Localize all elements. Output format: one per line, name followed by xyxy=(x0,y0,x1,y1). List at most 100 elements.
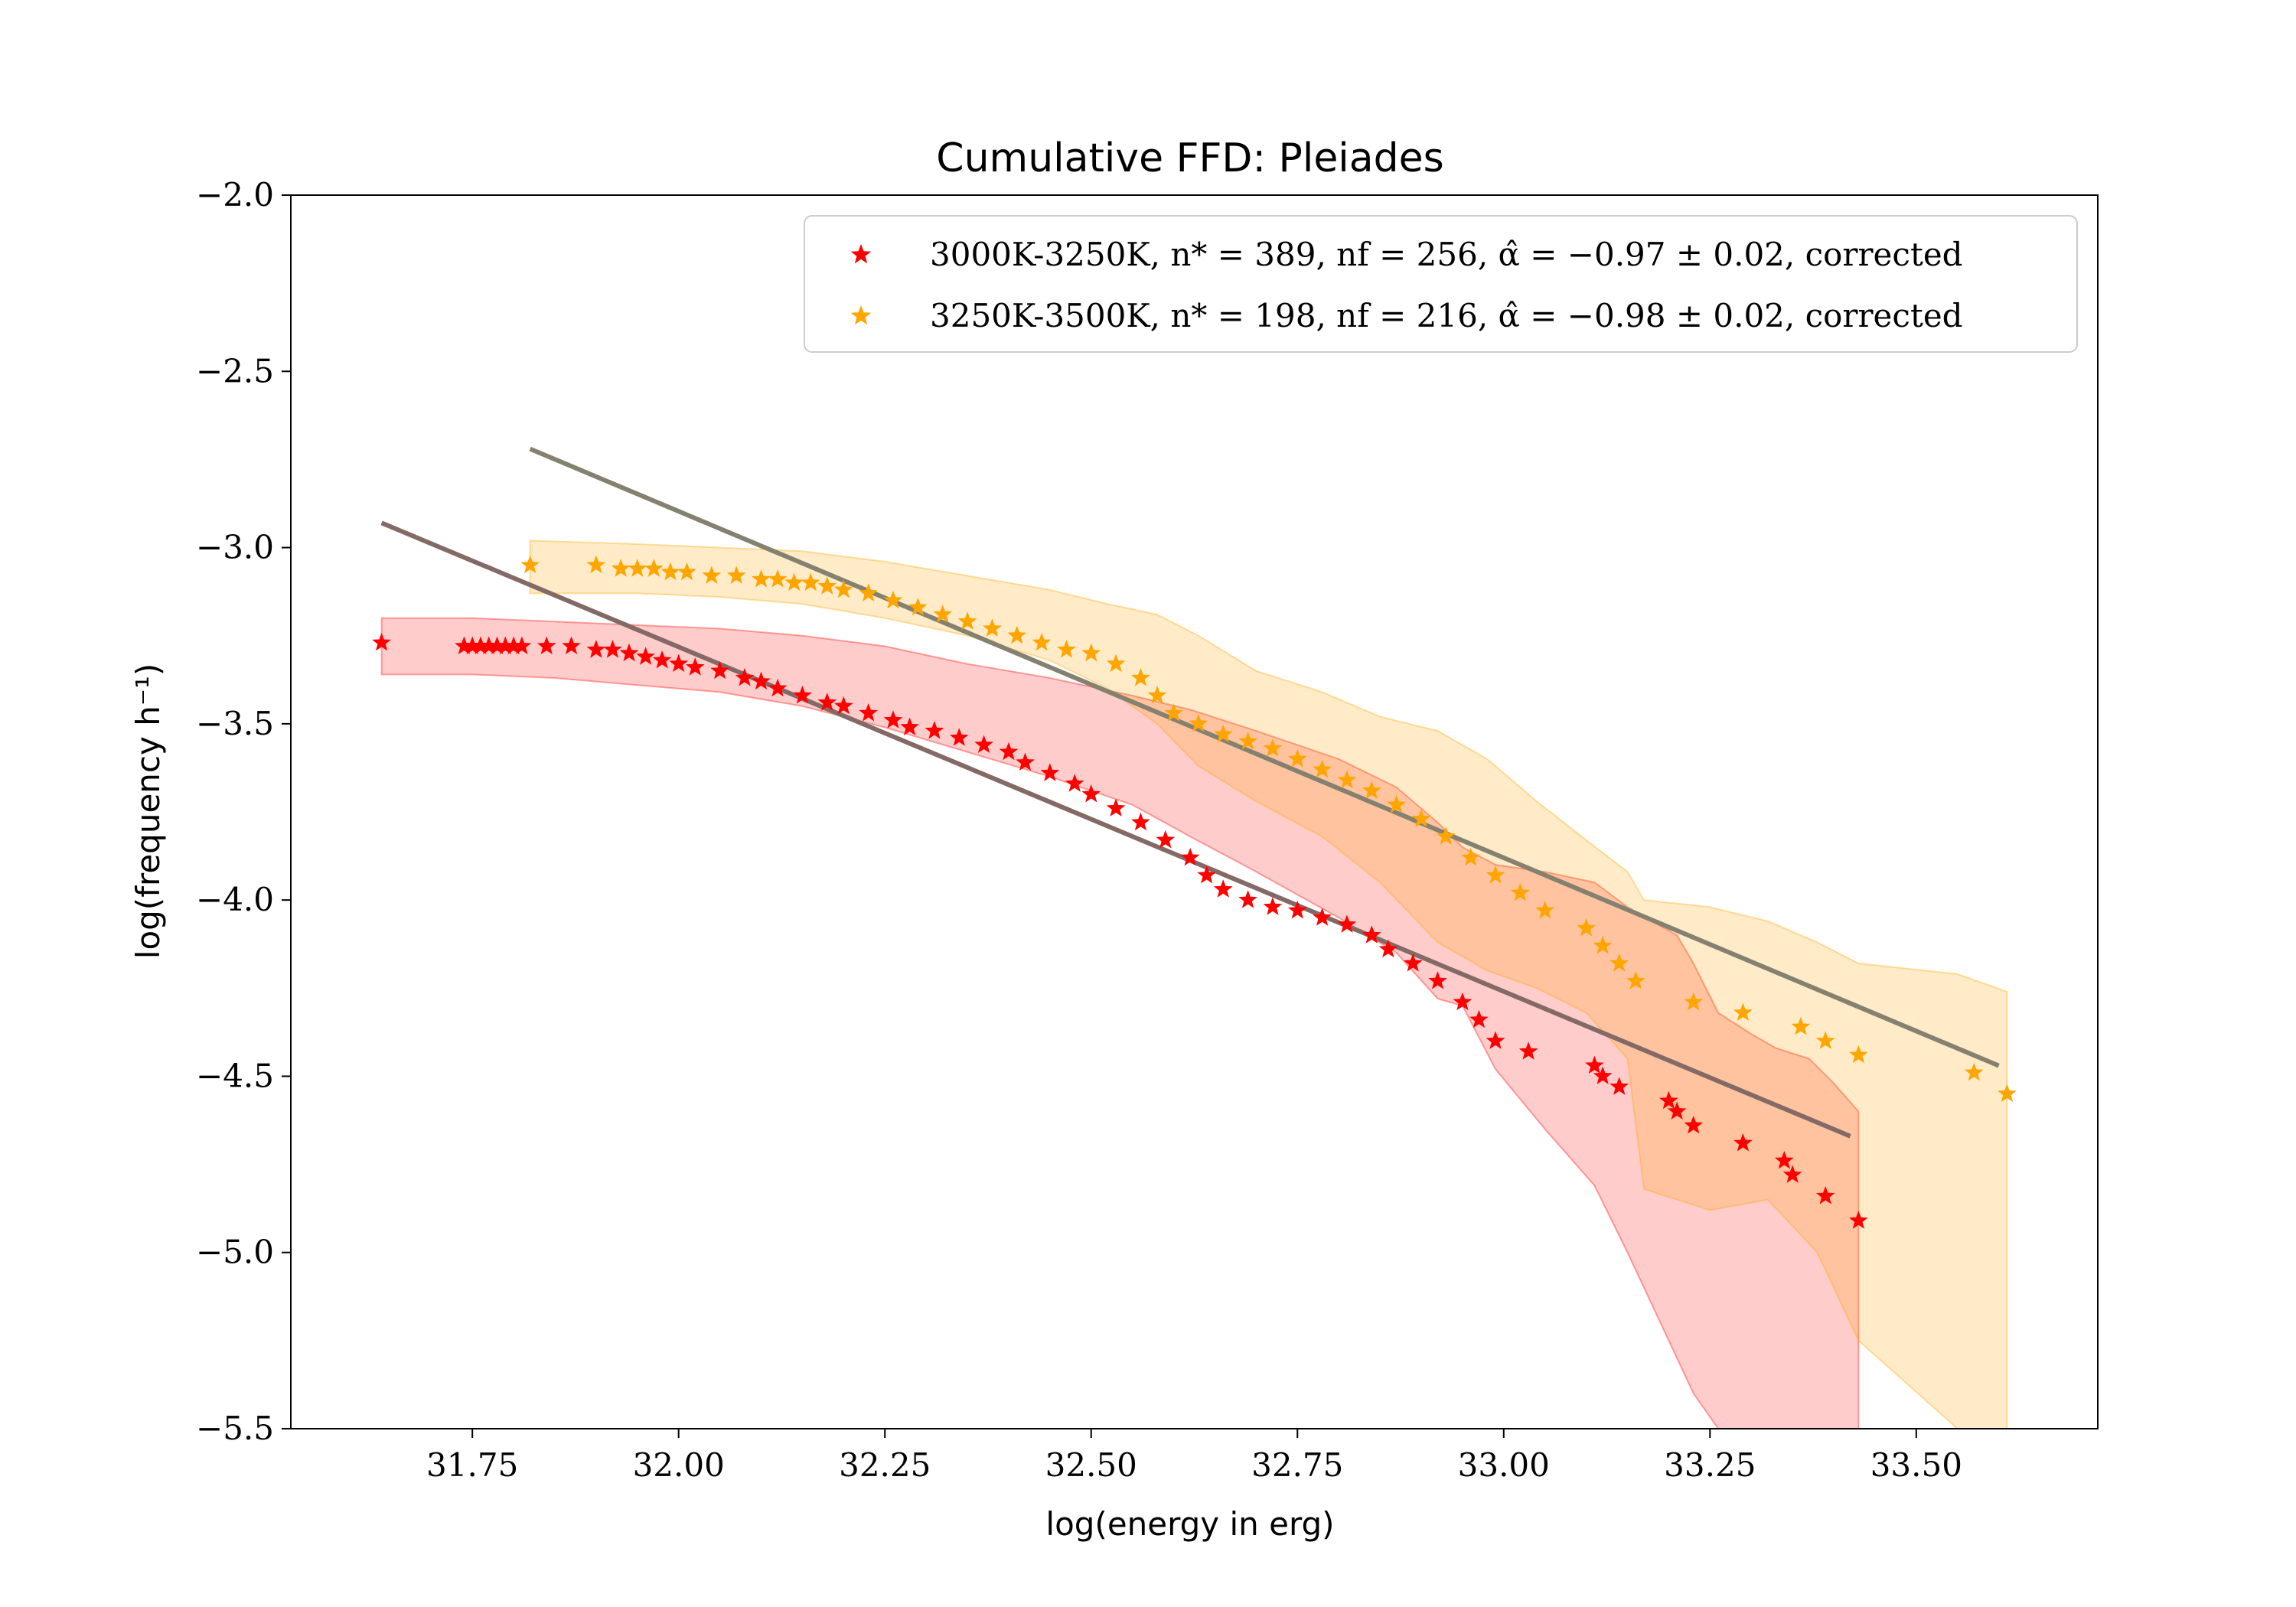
data-point xyxy=(619,643,639,662)
data-point xyxy=(702,566,722,584)
data-point xyxy=(1684,992,1704,1011)
data-point xyxy=(1057,640,1076,658)
data-point xyxy=(1313,759,1332,778)
data-point xyxy=(462,636,482,654)
data-point xyxy=(1791,1016,1811,1035)
data-point xyxy=(1428,971,1447,989)
data-point xyxy=(1287,901,1307,919)
data-point xyxy=(644,559,664,577)
data-point xyxy=(1815,1031,1835,1049)
data-point xyxy=(636,647,655,665)
data-point xyxy=(1453,992,1473,1011)
data-point xyxy=(512,636,532,654)
data-point xyxy=(983,618,1002,637)
x-tick-label: 32.25 xyxy=(839,1446,931,1484)
data-point xyxy=(1518,1041,1538,1060)
data-point xyxy=(1180,847,1200,866)
data-point xyxy=(1593,936,1613,954)
data-point xyxy=(669,654,689,673)
x-tick-label: 31.75 xyxy=(426,1446,518,1484)
data-point xyxy=(1437,826,1456,845)
data-point xyxy=(1486,865,1505,884)
data-point xyxy=(1609,953,1629,972)
data-point xyxy=(1486,1031,1505,1049)
data-point xyxy=(1065,774,1084,792)
data-point xyxy=(1238,890,1257,908)
data-point xyxy=(1964,1062,1984,1081)
data-point xyxy=(685,657,705,676)
data-point xyxy=(1815,1186,1835,1204)
data-point xyxy=(1782,1165,1802,1183)
data-point xyxy=(660,562,680,581)
chart-title: Cumulative FFD: Pleiades xyxy=(936,135,1443,181)
data-point xyxy=(1511,882,1530,901)
data-point xyxy=(949,728,969,746)
data-point xyxy=(1040,763,1060,781)
data-point xyxy=(1131,668,1150,686)
data-point xyxy=(834,579,853,598)
data-point xyxy=(908,597,928,616)
data-point xyxy=(1733,1133,1753,1152)
power-law-fits xyxy=(380,446,2000,1139)
data-point xyxy=(504,636,523,654)
data-point xyxy=(752,671,771,690)
x-axis-label: log(energy in erg) xyxy=(1045,1505,1334,1543)
x-tick-label: 32.50 xyxy=(1045,1446,1137,1484)
data-point xyxy=(1626,971,1645,989)
data-point xyxy=(536,636,556,654)
data-point xyxy=(1164,703,1183,722)
data-point xyxy=(1032,632,1052,651)
data-point xyxy=(1263,897,1283,915)
data-point xyxy=(1213,879,1233,898)
data-point xyxy=(726,566,746,584)
data-point xyxy=(1733,1002,1753,1021)
data-point xyxy=(999,742,1019,761)
data-point xyxy=(495,636,515,654)
data-point xyxy=(652,650,672,669)
data-point xyxy=(768,569,788,588)
data-point xyxy=(471,636,491,654)
data-point xyxy=(1403,953,1423,972)
data-point xyxy=(1238,731,1257,750)
y-tick-label: −2.5 xyxy=(196,352,274,390)
data-point xyxy=(1659,1090,1678,1110)
x-tick-label: 32.75 xyxy=(1251,1446,1343,1484)
x-tick-label: 32.00 xyxy=(633,1446,725,1484)
data-point xyxy=(1081,784,1101,803)
data-point xyxy=(1131,812,1150,831)
data-point xyxy=(925,721,944,739)
data-point xyxy=(735,668,755,686)
data-point xyxy=(1213,724,1233,743)
data-point xyxy=(455,636,474,654)
plot-frame xyxy=(290,194,2099,1429)
data-point xyxy=(1461,847,1480,866)
data-point xyxy=(1998,1084,2017,1102)
data-point xyxy=(628,559,647,577)
data-point xyxy=(562,636,581,654)
legend-marker xyxy=(850,305,872,325)
data-point xyxy=(883,590,903,609)
data-point xyxy=(900,717,919,735)
data-point xyxy=(834,696,853,715)
y-axis-ticks: −2.0 −2.5 −3.0 −3.5 −4.0 −4.5 −5.0 −5.5 xyxy=(196,176,291,1447)
data-point xyxy=(710,660,729,680)
data-point xyxy=(1007,625,1027,644)
data-point xyxy=(1775,1151,1794,1169)
data-point xyxy=(1337,770,1357,789)
data-point xyxy=(1593,1066,1613,1084)
data-point xyxy=(611,559,631,577)
data-point xyxy=(859,703,878,722)
data-point xyxy=(817,576,837,595)
data-point xyxy=(1362,781,1381,799)
data-point xyxy=(957,611,977,630)
y-tick-label: −5.0 xyxy=(196,1234,274,1271)
data-point xyxy=(768,678,788,697)
data-point xyxy=(817,693,837,711)
data-point xyxy=(1197,865,1216,884)
data-point xyxy=(677,562,696,581)
data-point xyxy=(1577,918,1596,937)
data-point xyxy=(1667,1101,1687,1120)
legend: 3000K-3250K, n* = 389, nf = 256, α̂ = −0… xyxy=(804,215,2078,353)
data-point xyxy=(883,710,903,729)
x-axis-ticks: 31.75 32.00 32.25 32.50 32.75 33.00 33.25 33.50 xyxy=(426,1429,1962,1484)
